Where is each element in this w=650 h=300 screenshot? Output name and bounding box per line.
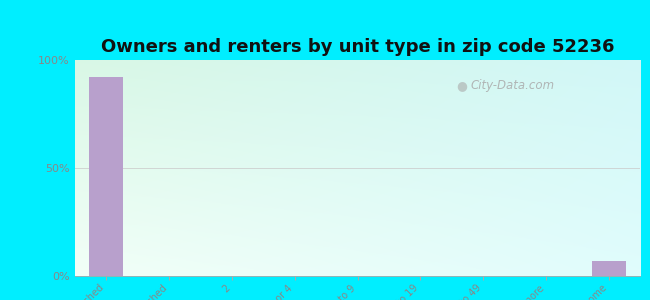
- Title: Owners and renters by unit type in zip code 52236: Owners and renters by unit type in zip c…: [101, 38, 614, 56]
- Bar: [592, 261, 626, 276]
- Text: ●: ●: [456, 80, 467, 92]
- Bar: [89, 77, 124, 276]
- Text: City-Data.com: City-Data.com: [471, 80, 554, 92]
